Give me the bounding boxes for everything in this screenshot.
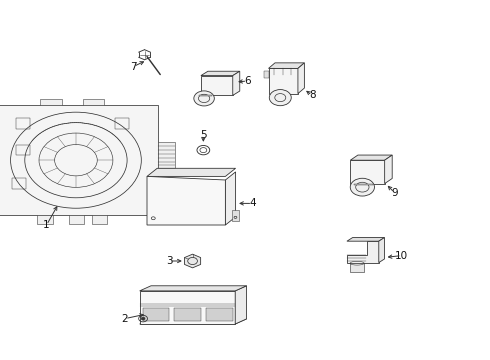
Text: 5: 5 [200,130,207,140]
Polygon shape [140,319,246,324]
Polygon shape [140,291,235,324]
Polygon shape [350,160,385,184]
Polygon shape [231,210,239,221]
Polygon shape [350,263,365,272]
Polygon shape [199,95,212,96]
Text: 3: 3 [166,256,172,266]
Polygon shape [235,286,246,324]
Polygon shape [350,155,392,160]
Polygon shape [147,168,236,176]
Polygon shape [83,99,104,105]
Text: 10: 10 [395,251,408,261]
Polygon shape [347,241,379,263]
Circle shape [350,178,374,196]
Polygon shape [233,71,240,95]
Polygon shape [225,172,236,225]
Polygon shape [69,215,84,224]
Polygon shape [206,308,233,321]
Text: 7: 7 [130,62,137,72]
Polygon shape [0,105,158,215]
Polygon shape [269,63,304,68]
Polygon shape [201,71,240,76]
Polygon shape [298,63,304,94]
Text: 2: 2 [122,314,128,324]
Polygon shape [354,184,372,185]
Polygon shape [201,76,233,95]
Text: 6: 6 [244,76,251,86]
Polygon shape [40,99,62,105]
Circle shape [270,90,291,106]
Text: 8: 8 [309,90,316,100]
Circle shape [141,317,145,320]
Polygon shape [185,254,200,268]
Polygon shape [269,68,298,94]
Polygon shape [174,308,201,321]
Polygon shape [147,176,225,225]
Polygon shape [37,215,52,224]
Polygon shape [347,238,385,241]
Text: 1: 1 [43,220,50,230]
Polygon shape [92,215,107,224]
Polygon shape [385,155,392,184]
Polygon shape [158,142,175,168]
Text: 4: 4 [249,198,256,208]
Text: 9: 9 [391,188,398,198]
Polygon shape [140,286,246,291]
Polygon shape [264,71,269,78]
Circle shape [194,91,214,106]
Polygon shape [143,308,169,321]
Polygon shape [379,238,385,263]
